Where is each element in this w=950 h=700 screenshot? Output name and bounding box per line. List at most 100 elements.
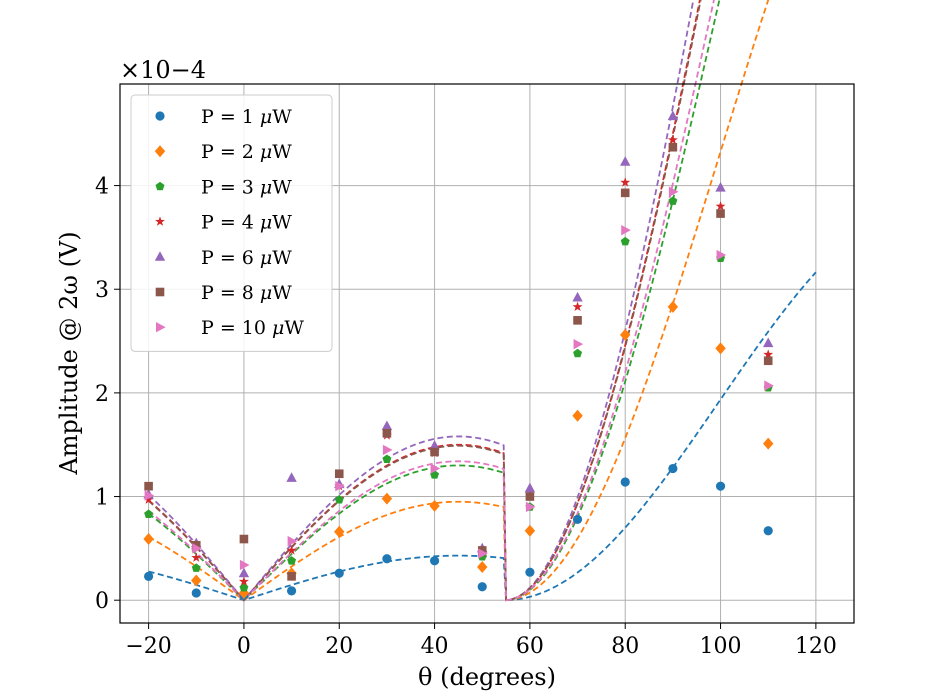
x-tick-label: 60 bbox=[516, 634, 544, 659]
x-tick-label: −20 bbox=[125, 634, 171, 659]
y-scale-exponent-label: ×10−4 bbox=[120, 56, 206, 84]
data-point bbox=[763, 356, 773, 366]
fit-curve bbox=[148, 0, 715, 602]
data-point bbox=[477, 561, 488, 574]
data-point bbox=[429, 499, 440, 512]
data-point bbox=[238, 576, 249, 586]
data-point bbox=[573, 316, 582, 325]
data-point bbox=[144, 509, 154, 518]
data-point bbox=[621, 224, 631, 236]
data-point bbox=[191, 574, 202, 587]
data-point bbox=[763, 526, 773, 536]
x-ticks: −20 0 20 40 60 80 100 120 bbox=[125, 623, 837, 659]
data-point bbox=[287, 572, 296, 581]
data-markers bbox=[143, 110, 774, 600]
y-tick-label: 2 bbox=[95, 382, 109, 407]
x-tick-label: 120 bbox=[795, 634, 837, 659]
legend-label: P = 1 μW bbox=[201, 106, 292, 128]
data-point bbox=[382, 429, 392, 438]
data-point bbox=[191, 563, 201, 572]
y-tick-label: 3 bbox=[95, 278, 109, 303]
data-point bbox=[477, 582, 487, 592]
data-point bbox=[620, 188, 630, 198]
legend-marker bbox=[155, 111, 165, 121]
data-point bbox=[143, 494, 154, 504]
data-point bbox=[382, 454, 392, 464]
y-tick-label: 4 bbox=[95, 175, 109, 200]
data-point bbox=[334, 469, 344, 479]
data-point bbox=[668, 142, 678, 152]
data-point bbox=[573, 338, 584, 350]
data-point bbox=[477, 546, 487, 555]
data-point bbox=[572, 409, 583, 422]
data-point bbox=[620, 177, 631, 187]
data-point bbox=[524, 482, 536, 493]
data-point bbox=[668, 196, 678, 205]
data-point bbox=[430, 463, 441, 474]
data-point bbox=[382, 554, 392, 564]
data-point bbox=[334, 568, 344, 578]
data-point bbox=[667, 134, 678, 145]
data-point bbox=[668, 463, 678, 474]
data-point bbox=[191, 540, 201, 550]
legend-marker bbox=[155, 216, 165, 226]
data-point bbox=[478, 548, 488, 559]
y-tick-label: 1 bbox=[95, 486, 109, 511]
data-point bbox=[286, 545, 297, 555]
data-point bbox=[572, 301, 583, 312]
plot-frame bbox=[119, 83, 855, 624]
data-point bbox=[429, 556, 440, 566]
data-point bbox=[572, 514, 583, 524]
data-point bbox=[430, 447, 439, 457]
x-tick-label: 40 bbox=[421, 634, 449, 659]
x-axis-label: θ (degrees) bbox=[418, 663, 556, 691]
legend-label: P = 3 μW bbox=[201, 176, 292, 198]
data-point bbox=[335, 480, 345, 492]
data-point bbox=[573, 348, 583, 358]
fit-curve bbox=[148, 0, 770, 602]
x-tick-label: 80 bbox=[611, 634, 639, 659]
legend-label: P = 6 μW bbox=[201, 247, 292, 269]
data-point bbox=[525, 567, 535, 577]
data-point bbox=[334, 494, 344, 504]
legend-label: P = 4 μW bbox=[201, 212, 292, 234]
legend-label: P = 2 μW bbox=[201, 141, 292, 163]
legend-marker bbox=[154, 145, 166, 158]
data-point bbox=[238, 567, 250, 578]
data-point bbox=[715, 201, 726, 211]
data-point bbox=[239, 583, 249, 592]
data-point bbox=[192, 543, 202, 554]
data-point bbox=[763, 337, 774, 348]
data-point bbox=[191, 552, 202, 562]
x-tick-label: 100 bbox=[700, 634, 742, 659]
data-point bbox=[334, 525, 345, 538]
data-point bbox=[287, 535, 298, 547]
data-point bbox=[620, 156, 631, 166]
x-tick-label: 20 bbox=[325, 634, 353, 659]
data-point bbox=[715, 342, 726, 355]
x-tick-label: 0 bbox=[237, 634, 251, 659]
legend-label: P = 10 μW bbox=[201, 317, 304, 339]
y-tick-label: 0 bbox=[95, 589, 109, 614]
data-point bbox=[668, 186, 679, 197]
data-point bbox=[715, 481, 726, 491]
data-point bbox=[239, 534, 249, 544]
data-point bbox=[286, 472, 297, 482]
data-point bbox=[763, 349, 774, 359]
data-point bbox=[429, 440, 440, 450]
data-point bbox=[620, 477, 630, 487]
legend: P = 1 μW P = 2 μW P = 3 μW P = 4 μW P = 6 μW… bbox=[130, 94, 333, 352]
fit-curve bbox=[148, 0, 721, 602]
data-point bbox=[144, 490, 155, 501]
legend-marker bbox=[154, 251, 166, 261]
data-point bbox=[381, 420, 393, 431]
data-point bbox=[667, 300, 679, 313]
data-point bbox=[143, 571, 154, 581]
data-point bbox=[764, 380, 774, 391]
data-point bbox=[524, 524, 536, 537]
fit-curve bbox=[148, 0, 702, 602]
data-point bbox=[525, 501, 536, 513]
data-point bbox=[143, 533, 154, 546]
legend-box bbox=[130, 94, 333, 352]
